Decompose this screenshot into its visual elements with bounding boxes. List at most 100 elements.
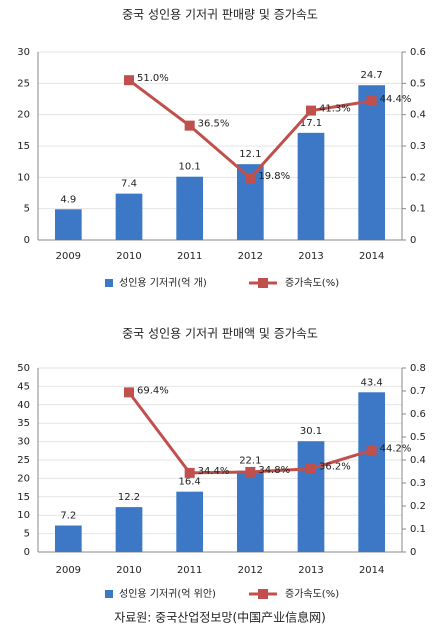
bar	[297, 132, 325, 240]
bar	[176, 491, 204, 552]
y-tick-label: 45	[17, 381, 30, 392]
line-label: 34.8%	[258, 465, 290, 476]
line-marker	[366, 445, 377, 456]
line-label: 36.5%	[198, 119, 230, 130]
bar-label: 10.1	[179, 162, 201, 173]
line-label: 69.4%	[137, 385, 169, 396]
bar	[54, 525, 82, 552]
bar	[236, 470, 264, 552]
line-label: 51.0%	[137, 73, 169, 84]
bar-label: 22.1	[239, 456, 261, 467]
bar-label: 12.1	[239, 149, 261, 160]
legend-label: 증가속도(%)	[285, 277, 339, 289]
y-tick-label: 10	[17, 510, 30, 521]
line-marker	[184, 120, 195, 131]
y2-tick-label: 0.3	[410, 141, 426, 152]
line-marker	[124, 75, 134, 86]
y2-tick-label: 0.4	[410, 455, 426, 466]
y2-tick-label: 0	[410, 547, 416, 558]
y-tick-label: 15	[17, 492, 30, 503]
x-tick-label: 2010	[116, 251, 141, 262]
x-tick-label: 2014	[359, 251, 384, 262]
y-tick-label: 25	[17, 78, 30, 89]
x-tick-label: 2011	[177, 565, 202, 576]
x-tick-label: 2010	[116, 565, 141, 576]
line-label: 34.4%	[198, 466, 230, 477]
x-tick-label: 2012	[238, 565, 263, 576]
legend-marker	[258, 589, 268, 599]
chart-title: 중국 성인용 기저귀 판매액 및 증가속도	[122, 327, 318, 341]
bar	[176, 176, 204, 240]
x-tick-label: 2013	[298, 251, 323, 262]
line-label: 44.4%	[380, 94, 412, 105]
y2-tick-label: 0.5	[410, 78, 426, 89]
y-tick-label: 0	[24, 547, 30, 558]
y-tick-label: 30	[17, 437, 30, 448]
y2-tick-label: 0.5	[410, 432, 426, 443]
source: 자료원: 중국산업정보망(中国产业信息网)	[114, 610, 326, 625]
line-label: 19.8%	[258, 171, 290, 182]
bar-label: 7.4	[121, 179, 137, 190]
y2-tick-label: 0.6	[410, 47, 426, 58]
y2-tick-label: 0.3	[410, 478, 426, 489]
line-marker	[245, 172, 256, 183]
x-tick-label: 2012	[238, 251, 263, 262]
x-tick-label: 2009	[56, 251, 81, 262]
x-tick-label: 2011	[177, 251, 202, 262]
y2-tick-label: 0.1	[410, 204, 426, 215]
line	[128, 78, 372, 181]
y2-tick-label: 0.4	[410, 110, 426, 121]
bar	[358, 392, 386, 552]
bar-label: 17.1	[300, 118, 322, 129]
y-tick-label: 5	[24, 529, 30, 540]
y-tick-label: 20	[17, 473, 30, 484]
line-label: 41.3%	[319, 104, 351, 115]
y-tick-label: 0	[24, 235, 30, 246]
y-tick-label: 35	[17, 418, 30, 429]
bar-label: 24.7	[361, 70, 383, 81]
y-tick-label: 40	[17, 400, 30, 411]
legend-swatch	[105, 279, 113, 287]
legend-swatch	[105, 590, 113, 598]
line-label: 36.2%	[319, 462, 351, 473]
y2-tick-label: 0.8	[410, 363, 426, 374]
y-tick-label: 5	[24, 204, 30, 215]
line-marker	[184, 467, 195, 478]
y-tick-label: 20	[17, 110, 30, 121]
bar-label: 43.4	[361, 377, 383, 388]
bar	[297, 441, 325, 552]
y-tick-label: 50	[17, 363, 30, 374]
bar	[54, 209, 82, 240]
y2-tick-label: 0.1	[410, 524, 426, 535]
y-tick-label: 25	[17, 455, 30, 466]
bar-label: 16.4	[179, 477, 201, 488]
bar-label: 4.9	[60, 194, 76, 205]
bar-label: 12.2	[118, 492, 140, 503]
legend-label: 증가속도(%)	[285, 588, 339, 600]
line-label: 44.2%	[380, 443, 412, 454]
line-marker	[366, 95, 377, 106]
chart-title: 중국 성인용 기저귀 판매량 및 증가속도	[122, 8, 318, 22]
bar	[358, 85, 386, 240]
legend-label: 성인용 기저귀(억 개)	[119, 277, 207, 289]
line-marker	[245, 466, 256, 477]
line-marker	[124, 387, 134, 398]
bar	[115, 193, 143, 240]
y-tick-label: 30	[17, 47, 30, 58]
legend-label: 성인용 기저귀(억 위안)	[119, 587, 216, 600]
y2-tick-label: 0.7	[410, 386, 426, 397]
bar-label: 7.2	[60, 511, 76, 522]
y2-tick-label: 0.2	[410, 501, 426, 512]
y2-tick-label: 0	[410, 235, 416, 246]
line-marker	[306, 105, 316, 116]
bar	[115, 507, 143, 552]
y2-tick-label: 0.6	[410, 409, 426, 420]
x-tick-label: 2013	[298, 565, 323, 576]
bar-label: 30.1	[300, 426, 322, 437]
line-marker	[306, 463, 316, 474]
y2-tick-label: 0.2	[410, 172, 426, 183]
x-tick-label: 2009	[56, 565, 81, 576]
x-tick-label: 2014	[359, 565, 384, 576]
y-tick-label: 10	[17, 172, 30, 183]
